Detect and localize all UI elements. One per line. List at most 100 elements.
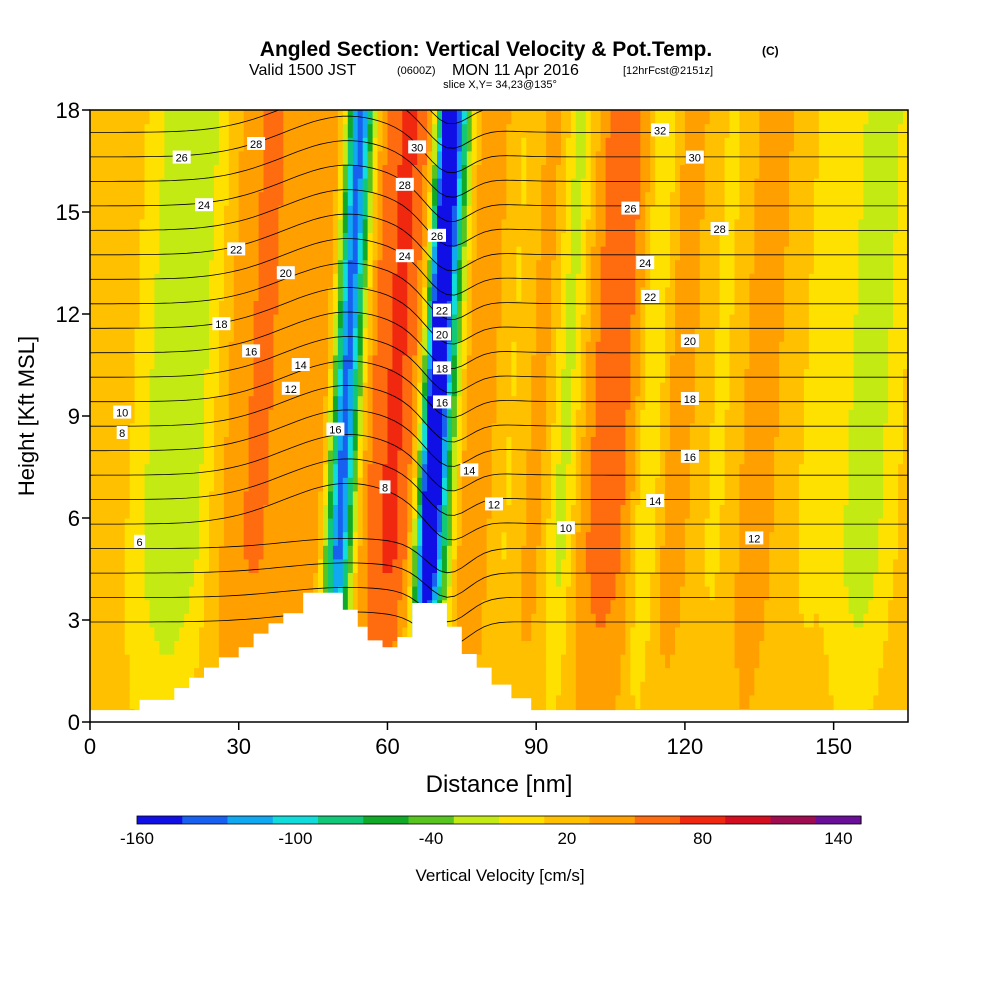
velocity-cell xyxy=(858,232,894,247)
velocity-cell xyxy=(466,205,473,220)
velocity-cell xyxy=(159,259,210,274)
contour-label-text: 12 xyxy=(285,384,297,396)
contour-label: 14 xyxy=(646,494,665,508)
colorbar-tick-label: -160 xyxy=(120,829,154,848)
velocity-cell xyxy=(595,164,607,179)
velocity-cell xyxy=(665,477,691,492)
velocity-cell xyxy=(451,558,458,573)
velocity-cell xyxy=(853,613,864,628)
velocity-cell xyxy=(590,150,597,165)
velocity-cell xyxy=(347,205,354,220)
velocity-cell xyxy=(144,558,195,573)
velocity-cell xyxy=(789,191,815,206)
contour-label: 32 xyxy=(651,123,670,137)
velocity-cell xyxy=(432,586,438,601)
velocity-cell xyxy=(521,191,527,206)
velocity-cell xyxy=(139,300,156,315)
velocity-cell xyxy=(680,599,736,614)
velocity-cell xyxy=(199,477,215,492)
velocity-cell xyxy=(546,531,557,546)
velocity-cell xyxy=(660,463,666,478)
velocity-cell xyxy=(243,110,265,125)
velocity-cell xyxy=(556,463,567,478)
velocity-cell xyxy=(149,368,205,383)
velocity-cell xyxy=(744,422,780,437)
velocity-cell xyxy=(471,110,478,125)
velocity-cell xyxy=(357,450,364,465)
velocity-cell xyxy=(347,518,354,533)
velocity-cell xyxy=(585,354,597,369)
velocity-cell xyxy=(888,368,904,383)
velocity-cell xyxy=(531,422,547,437)
velocity-cell xyxy=(223,504,245,519)
velocity-cell xyxy=(620,558,631,573)
velocity-cell xyxy=(570,110,577,125)
velocity-cell xyxy=(640,314,646,329)
theta-contour xyxy=(90,115,908,174)
velocity-cell xyxy=(456,368,463,383)
velocity-cell xyxy=(342,572,349,587)
velocity-cell xyxy=(476,110,483,125)
velocity-cell xyxy=(412,504,418,519)
velocity-cell xyxy=(367,354,374,369)
velocity-cell xyxy=(367,599,398,614)
velocity-cell xyxy=(342,300,349,315)
velocity-cell xyxy=(124,613,151,628)
velocity-cell xyxy=(362,246,369,261)
velocity-cell xyxy=(630,667,646,682)
velocity-cell xyxy=(888,599,908,614)
velocity-cell xyxy=(893,286,908,301)
velocity-cell xyxy=(223,477,250,492)
velocity-cell xyxy=(670,191,681,206)
velocity-cell xyxy=(650,150,656,165)
contour-label: 18 xyxy=(433,361,451,375)
velocity-cell xyxy=(506,463,512,478)
velocity-cell xyxy=(496,395,532,410)
velocity-cell xyxy=(90,368,136,383)
velocity-cell xyxy=(412,558,418,573)
velocity-cell xyxy=(650,137,656,152)
velocity-cell xyxy=(456,232,463,247)
velocity-cell xyxy=(90,586,126,601)
velocity-cell xyxy=(561,232,572,247)
velocity-cell xyxy=(590,286,602,301)
velocity-cell xyxy=(461,273,468,288)
contour-label-text: 28 xyxy=(713,224,725,236)
velocity-cell xyxy=(665,314,676,329)
velocity-cell xyxy=(858,246,894,261)
velocity-cell xyxy=(124,558,146,573)
velocity-cell xyxy=(506,178,522,193)
velocity-cell xyxy=(570,218,582,233)
velocity-cell xyxy=(442,137,458,152)
velocity-cell xyxy=(461,436,468,451)
velocity-cell xyxy=(704,150,726,165)
velocity-cell xyxy=(551,259,562,274)
velocity-cell xyxy=(635,504,656,519)
velocity-cell xyxy=(635,273,646,288)
velocity-cell xyxy=(684,123,706,138)
velocity-cell xyxy=(620,654,631,669)
velocity-cell xyxy=(263,531,319,546)
velocity-cell xyxy=(491,436,508,451)
velocity-cell xyxy=(357,422,364,437)
velocity-cell xyxy=(675,164,681,179)
velocity-cell xyxy=(526,150,547,165)
velocity-cell xyxy=(501,273,517,288)
velocity-cell xyxy=(422,232,428,247)
velocity-cell xyxy=(362,422,369,437)
velocity-cell xyxy=(392,354,403,369)
velocity-cell xyxy=(858,218,899,233)
velocity-cell xyxy=(645,341,666,356)
velocity-cell xyxy=(789,150,820,165)
velocity-cell xyxy=(90,110,151,125)
velocity-cell xyxy=(412,164,423,179)
velocity-cell xyxy=(144,572,195,587)
velocity-cell xyxy=(600,314,631,329)
contour-label-text: 26 xyxy=(176,153,188,165)
velocity-cell xyxy=(347,178,354,193)
velocity-cell xyxy=(546,640,567,655)
velocity-cell xyxy=(744,395,780,410)
velocity-cell xyxy=(451,286,458,301)
velocity-cell xyxy=(466,273,473,288)
